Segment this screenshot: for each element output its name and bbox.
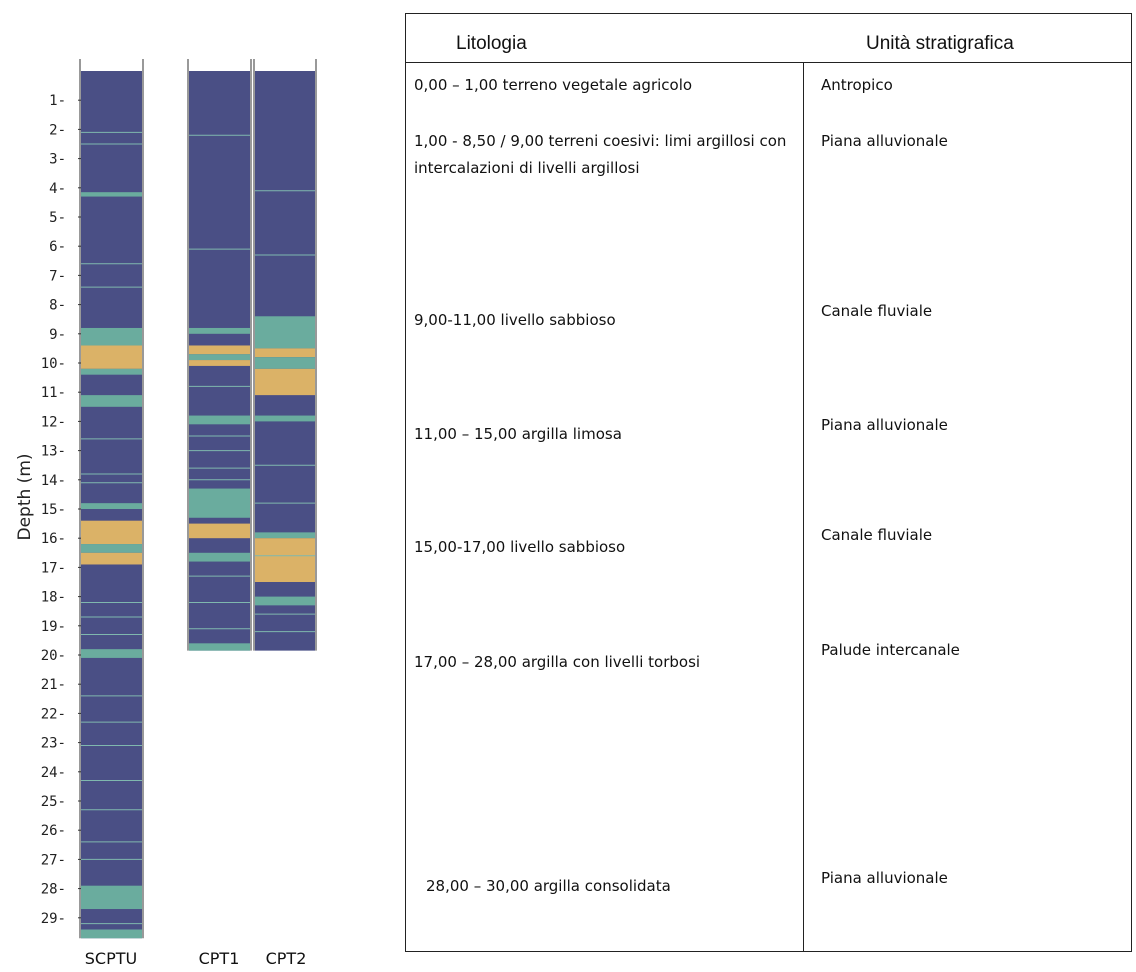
column-scptu bbox=[79, 59, 144, 939]
depth-tick-label: 19- bbox=[41, 619, 66, 635]
lito-cell-1: 0,00 – 1,00 terreno vegetale agricolo bbox=[414, 76, 693, 94]
depth-tick-label: 6- bbox=[49, 239, 66, 255]
depth-tick-label: 3- bbox=[49, 152, 66, 168]
lito-cell-3: 9,00-11,00 livello sabbioso bbox=[414, 311, 616, 329]
depth-tick-label: 5- bbox=[49, 210, 66, 226]
column-cpt1 bbox=[187, 59, 252, 651]
silt-layer bbox=[189, 327, 250, 334]
silt-layer bbox=[189, 552, 250, 562]
silt-layer bbox=[81, 368, 142, 375]
depth-tick-label: 1- bbox=[49, 93, 66, 109]
column-label-cpt1: CPT1 bbox=[199, 949, 240, 968]
column-divider bbox=[803, 62, 804, 951]
log-chart: 1- 2- 3- 4- 5- 6- 7- 8- 9- 10- 11- 12- 13- 14- 15- 16- 1… bbox=[15, 59, 317, 968]
depth-tick-label: 10- bbox=[41, 356, 66, 372]
header-litologia: Litologia bbox=[456, 33, 527, 54]
depth-tick-label: 9- bbox=[49, 327, 66, 343]
depth-tick-label: 13- bbox=[41, 444, 66, 460]
depth-tick-label: 22- bbox=[41, 706, 66, 722]
lito-cell-4: 11,00 – 15,00 argilla limosa bbox=[414, 425, 622, 443]
depth-ticks: 1- 2- 3- 4- 5- 6- 7- 8- 9- 10- 11- 12- 13- 14- 15- 16- 1… bbox=[41, 93, 81, 927]
depth-tick-label: 14- bbox=[41, 473, 66, 489]
column-cpt2 bbox=[253, 59, 317, 651]
silt-layer bbox=[81, 327, 142, 346]
log-bars bbox=[79, 59, 317, 939]
silt-layer bbox=[189, 415, 250, 425]
depth-tick-label: 25- bbox=[41, 794, 66, 810]
depth-tick-label: 29- bbox=[41, 911, 66, 927]
depth-tick-label: 27- bbox=[41, 852, 66, 868]
header-unita-stratigrafica: Unità stratigrafica bbox=[866, 33, 1014, 54]
depth-tick-label: 18- bbox=[41, 590, 66, 606]
column-labels: SCPTU CPT1 CPT2 bbox=[85, 949, 307, 968]
depth-tick-label: 26- bbox=[41, 823, 66, 839]
silt-layer bbox=[81, 395, 142, 407]
sand-layer bbox=[81, 345, 142, 369]
lito-cell-6: 17,00 – 28,00 argilla con livelli torbos… bbox=[414, 653, 701, 671]
silt-layer bbox=[255, 357, 315, 369]
sand-layer bbox=[81, 520, 142, 545]
silt-layer bbox=[255, 415, 315, 422]
header-divider bbox=[406, 62, 1131, 63]
unit-cell-2: Piana alluvionale bbox=[821, 132, 948, 150]
depth-tick-label: 4- bbox=[49, 181, 66, 197]
unit-cell-7: Piana alluvionale bbox=[821, 869, 948, 887]
depth-tick-label: 7- bbox=[49, 268, 66, 284]
silt-layer bbox=[81, 885, 142, 910]
depth-tick-label: 17- bbox=[41, 560, 66, 576]
sand-layer bbox=[81, 552, 142, 565]
silt-layer bbox=[189, 354, 250, 361]
sand-layer bbox=[189, 360, 250, 366]
depth-tick-label: 11- bbox=[41, 385, 66, 401]
column-label-scptu: SCPTU bbox=[85, 949, 137, 968]
sand-layer bbox=[255, 368, 315, 396]
silt-layer bbox=[81, 192, 142, 197]
depth-tick-label: 8- bbox=[49, 298, 66, 314]
sand-layer bbox=[255, 348, 315, 358]
depth-tick-label: 24- bbox=[41, 765, 66, 781]
silt-layer bbox=[255, 596, 315, 606]
unit-cell-3: Canale fluviale bbox=[821, 302, 933, 320]
unit-cell-5: Canale fluviale bbox=[821, 526, 933, 544]
silt-layer bbox=[81, 929, 142, 939]
silt-layer bbox=[81, 503, 142, 509]
unit-cell-6: Palude intercanale bbox=[821, 641, 960, 659]
depth-tick-label: 16- bbox=[41, 531, 66, 547]
depth-tick-label: 12- bbox=[41, 414, 66, 430]
stratigraphy-table: Litologia Unità stratigrafica 0,00 – 1,0… bbox=[405, 13, 1132, 952]
depth-tick-label: 28- bbox=[41, 882, 66, 898]
sand-layer bbox=[189, 345, 250, 355]
silt-layer bbox=[189, 488, 250, 518]
lito-cell-5: 15,00-17,00 livello sabbioso bbox=[414, 538, 626, 556]
depth-tick-label: 21- bbox=[41, 677, 66, 693]
silt-layer bbox=[255, 532, 315, 539]
depth-tick-label: 15- bbox=[41, 502, 66, 518]
depth-tick-label: 20- bbox=[41, 648, 66, 664]
unit-cell-4: Piana alluvionale bbox=[821, 416, 948, 434]
depth-tick-label: 23- bbox=[41, 736, 66, 752]
column-label-cpt2: CPT2 bbox=[266, 949, 307, 968]
sand-layer bbox=[255, 538, 315, 582]
silt-layer bbox=[189, 643, 250, 651]
lito-cell-2: 1,00 - 8,50 / 9,00 terreni coesivi: limi… bbox=[414, 132, 787, 177]
depth-axis-label: Depth (m) bbox=[15, 453, 35, 540]
silt-layer bbox=[81, 649, 142, 658]
lito-cell-7: 28,00 – 30,00 argilla consolidata bbox=[426, 877, 671, 895]
sand-layer bbox=[189, 523, 250, 539]
unit-cell-1: Antropico bbox=[821, 76, 893, 94]
depth-tick-label: 2- bbox=[49, 122, 66, 138]
silt-layer bbox=[255, 316, 315, 349]
silt-layer bbox=[81, 544, 142, 553]
